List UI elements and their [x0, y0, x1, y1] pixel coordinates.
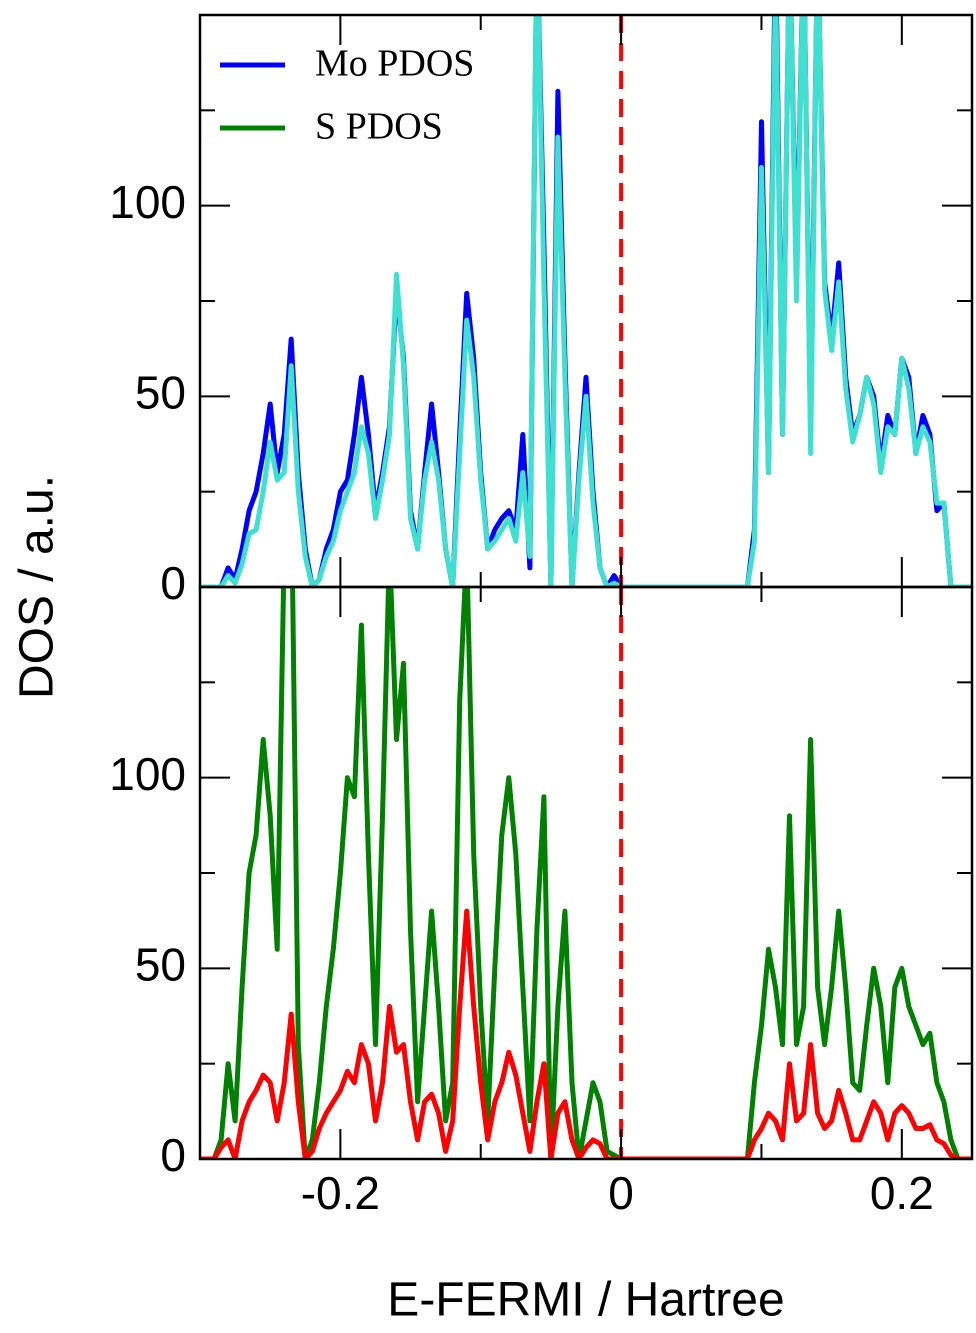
series-line: [200, 15, 972, 587]
x-axis-label: E-FERMI / Hartree: [387, 1274, 784, 1327]
y-tick-label: 50: [135, 938, 186, 990]
legend-label: S PDOS: [315, 106, 443, 148]
x-tick-label: 0: [608, 1167, 634, 1219]
y-tick-label: 100: [109, 748, 186, 800]
plot-area: [200, 587, 972, 1159]
y-tick-label: 50: [135, 366, 186, 418]
y-tick-label: 0: [160, 1129, 186, 1181]
y-axis-label: DOS / a.u.: [11, 475, 64, 699]
plot-frame: [198, 13, 974, 589]
x-tick-label: 0.2: [870, 1167, 934, 1219]
plot-frame: [198, 585, 974, 1161]
plot-area: [200, 15, 972, 587]
series-line: [200, 15, 972, 587]
x-tick-label: -0.2: [301, 1167, 380, 1219]
y-tick-label: 100: [109, 176, 186, 228]
series-line: [200, 587, 972, 1159]
series-line: [200, 908, 972, 1159]
y-tick-label: 0: [160, 557, 186, 609]
legend-label: Mo PDOS: [315, 43, 474, 85]
